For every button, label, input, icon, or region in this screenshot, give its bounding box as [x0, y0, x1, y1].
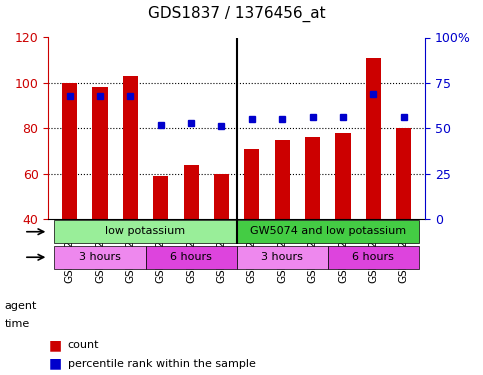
FancyBboxPatch shape [55, 220, 237, 243]
FancyBboxPatch shape [237, 246, 328, 269]
Bar [335, 133, 351, 219]
Bar [62, 83, 77, 219]
Bar [244, 148, 259, 219]
Text: low potassium: low potassium [105, 226, 185, 236]
Bar [275, 140, 290, 219]
FancyBboxPatch shape [55, 246, 145, 269]
Bar [366, 58, 381, 219]
Bar [153, 176, 168, 219]
Text: time: time [5, 320, 30, 329]
Bar [396, 128, 412, 219]
Text: ■: ■ [48, 338, 61, 352]
FancyBboxPatch shape [328, 246, 419, 269]
Bar [92, 87, 108, 219]
Text: 6 hours: 6 hours [353, 252, 394, 262]
Bar [184, 165, 199, 219]
Text: agent: agent [5, 301, 37, 310]
Text: ■: ■ [48, 357, 61, 371]
Text: GW5074 and low potassium: GW5074 and low potassium [250, 226, 406, 236]
FancyBboxPatch shape [145, 246, 237, 269]
Text: 3 hours: 3 hours [261, 252, 303, 262]
Text: 3 hours: 3 hours [79, 252, 121, 262]
Text: 6 hours: 6 hours [170, 252, 212, 262]
Text: GDS1837 / 1376456_at: GDS1837 / 1376456_at [148, 6, 326, 22]
Bar [214, 174, 229, 219]
Text: count: count [68, 340, 99, 350]
Text: percentile rank within the sample: percentile rank within the sample [68, 359, 256, 369]
Bar [305, 137, 320, 219]
FancyBboxPatch shape [237, 220, 419, 243]
Bar [123, 76, 138, 219]
